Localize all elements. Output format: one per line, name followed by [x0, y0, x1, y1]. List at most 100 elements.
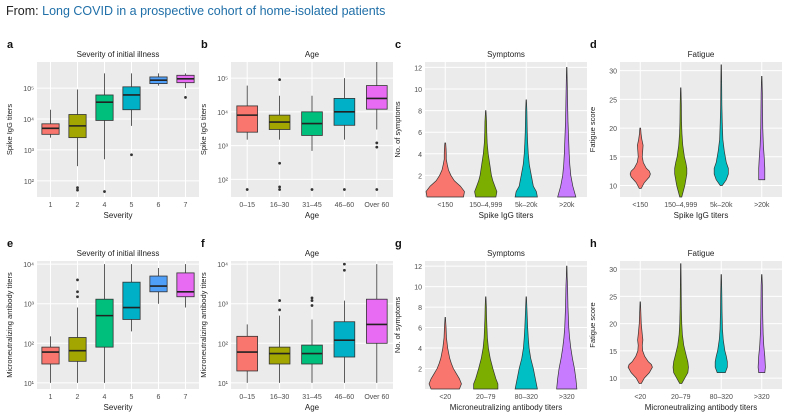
- panel-b-letter: b: [201, 39, 208, 51]
- panel-a-ylabel: Spike IgG titers: [5, 104, 14, 156]
- panel-b-title: Age: [305, 50, 320, 59]
- panel-d-ylabel: Fatigue score: [588, 107, 597, 152]
- panel-h-xtick-label: 20–79: [671, 394, 691, 401]
- panel-e-xtick-label: 1: [49, 394, 53, 401]
- panel-f-outlier-point: [343, 268, 346, 272]
- panel-h-xtick-label: >320: [754, 394, 770, 401]
- panel-c-title: Symptoms: [487, 50, 525, 59]
- panel-f-ytick-label: 10²: [218, 341, 229, 348]
- panel-h-title: Fatigue: [688, 249, 715, 258]
- panel-a-letter: a: [7, 39, 14, 51]
- panel-f-outlier-point: [310, 304, 314, 307]
- panel-c-violin-150–4,999: [474, 110, 498, 198]
- panel-c-violin->20k: [557, 67, 577, 198]
- panel-c-violin-5k–20k: [514, 99, 538, 198]
- panel-e-ytick-label: 10⁴: [23, 262, 34, 269]
- panel-h-ytick-label: 20: [609, 322, 617, 329]
- panel-a-xtick-label: 1: [49, 202, 53, 209]
- panel-g-violin-20–79: [473, 296, 499, 390]
- panel-g-xlabel: Microneutralizing antibody titers: [450, 403, 563, 412]
- panel-d-violin-5k–20k: [713, 64, 729, 186]
- panel-g-xtick-label: 80–320: [515, 394, 538, 401]
- panel-h-xtick-label: <20: [634, 394, 646, 401]
- panel-h-violin-80–320: [714, 274, 728, 374]
- panel-d-xtick-label: 150–4,999: [664, 202, 697, 209]
- figure-header: From: Long COVID in a prospective cohort…: [6, 4, 385, 18]
- panel-a-outlier-point: [130, 153, 133, 157]
- panel-f-title: Age: [305, 249, 320, 258]
- panel-h-ytick-label: 30: [609, 267, 617, 274]
- panel-f-ytick-label: 10⁴: [217, 262, 228, 269]
- panel-g-xtick-label: >320: [559, 394, 575, 401]
- panel-g-ytick-label: 2: [418, 367, 422, 374]
- panel-e-xtick-label: 2: [76, 394, 80, 401]
- panel-e-xtick-label: 6: [157, 394, 161, 401]
- panel-b-ytick-label: 10²: [218, 177, 229, 184]
- panel-h-ytick-label: 10: [609, 376, 617, 383]
- panel-e-xtick-label: 7: [184, 394, 188, 401]
- panel-f-outlier-point: [343, 262, 346, 266]
- header-title[interactable]: Long COVID in a prospective cohort of ho…: [42, 4, 386, 18]
- panel-d-xlabel: Spike IgG titers: [674, 211, 729, 220]
- panel-e-letter: e: [7, 238, 13, 250]
- panel-h-xtick-label: 80–320: [710, 394, 733, 401]
- panel-d-violin-150–4,999: [674, 87, 688, 198]
- panel-a-title: Severity of initial illness: [77, 50, 160, 59]
- panel-b-outlier-point: [278, 185, 281, 189]
- panel-h-violin-20–79: [672, 263, 689, 384]
- panel-e-ylabel: Microneutralizing antibody titers: [5, 272, 14, 378]
- panel-e-box-6: [149, 275, 168, 293]
- panel-e-box-7: [176, 272, 195, 298]
- panel-b-outlier-point: [375, 141, 379, 145]
- panel-c-xlabel: Spike IgG titers: [479, 211, 534, 220]
- panel-e-box-4: [95, 298, 114, 348]
- panel-c-xtick-label: 150–4,999: [469, 202, 502, 209]
- panel-b-outlier-point: [375, 145, 379, 149]
- panel-d-xtick-label: <150: [632, 202, 648, 209]
- panel-b-ytick-label: 10⁵: [217, 76, 228, 83]
- panel-e-outlier-point: [76, 278, 79, 282]
- panel-f-box-Over 60: [366, 298, 388, 344]
- panel-g-ytick-label: 10: [414, 285, 422, 292]
- panel-a-ytick-label: 10³: [24, 148, 35, 155]
- panel-d-violin-<150: [629, 127, 651, 189]
- panel-b-xtick-label: 0–15: [239, 202, 255, 209]
- panel-c-letter: c: [395, 39, 401, 51]
- panel-e-ytick-label: 10¹: [24, 381, 35, 388]
- panel-g-ylabel: No. of symptoms: [393, 297, 402, 354]
- panel-a-xtick-label: 2: [76, 202, 80, 209]
- panel-c-ytick-label: 2: [418, 173, 422, 180]
- panel-f-outlier-point: [278, 299, 281, 302]
- panel-e-xtick-label: 4: [103, 394, 107, 401]
- panel-b-outlier-point: [278, 78, 281, 82]
- panel-g-xtick-label: <20: [439, 394, 451, 401]
- panel-f-xtick-label: 31–45: [302, 394, 322, 401]
- panel-c-violin-<150: [425, 142, 465, 198]
- panel-b-outlier-point: [278, 161, 281, 165]
- panel-b-outlier-point: [375, 188, 379, 191]
- panel-c-background: [425, 62, 587, 197]
- panel-f-xtick-label: 16–30: [270, 394, 290, 401]
- panel-b-box-Over 60: [366, 85, 388, 110]
- panel-b-outlier-point: [245, 188, 249, 191]
- panel-g-violin-80–320: [514, 296, 538, 390]
- panel-g-ytick-label: 6: [418, 326, 422, 333]
- panel-b-ylabel: Spike IgG titers: [199, 104, 208, 156]
- panel-a-xtick-label: 7: [184, 202, 188, 209]
- panel-a-ytick-label: 10²: [24, 179, 35, 186]
- panel-c-xtick-label: >20k: [559, 202, 575, 209]
- header-prefix: From:: [6, 4, 39, 18]
- panel-d-xtick-label: 5k–20k: [710, 202, 733, 209]
- panel-g-ytick-label: 12: [414, 264, 422, 271]
- panel-a-outlier-point: [76, 186, 79, 190]
- panel-f-box-0–15: [236, 335, 258, 372]
- panel-e-xlabel: Severity: [104, 403, 133, 412]
- panel-d-ytick-label: 20: [609, 126, 617, 133]
- panel-h-violin-<20: [627, 301, 653, 384]
- panel-e-outlier-point: [76, 290, 79, 294]
- panel-c-ytick-label: 4: [418, 152, 422, 159]
- panel-a-ytick-label: 10⁵: [23, 86, 34, 93]
- panel-e-xtick-label: 5: [130, 394, 134, 401]
- panel-d-ytick-label: 30: [609, 69, 617, 76]
